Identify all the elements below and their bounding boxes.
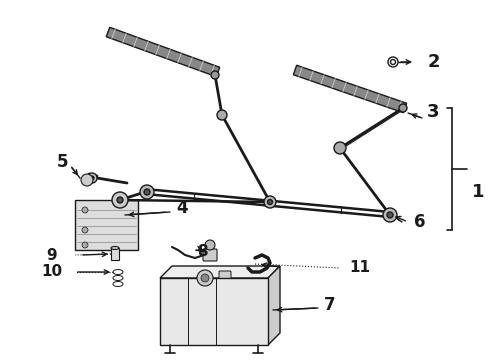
- Circle shape: [217, 110, 227, 120]
- Bar: [75, 200, 138, 250]
- Circle shape: [87, 173, 97, 183]
- Text: 8: 8: [196, 244, 207, 260]
- Text: 6: 6: [414, 213, 426, 231]
- Text: 3: 3: [427, 103, 439, 121]
- Circle shape: [201, 274, 209, 282]
- FancyBboxPatch shape: [111, 248, 119, 260]
- Ellipse shape: [111, 247, 119, 249]
- Circle shape: [81, 174, 93, 186]
- Circle shape: [387, 212, 393, 218]
- Polygon shape: [106, 27, 220, 77]
- Circle shape: [90, 176, 94, 180]
- Polygon shape: [160, 266, 280, 278]
- Text: 5: 5: [56, 153, 68, 171]
- Text: 9: 9: [47, 248, 57, 262]
- Circle shape: [82, 227, 88, 233]
- Text: 7: 7: [324, 296, 336, 314]
- Circle shape: [140, 185, 154, 199]
- Circle shape: [82, 242, 88, 248]
- Circle shape: [391, 59, 395, 64]
- Circle shape: [211, 71, 219, 79]
- Text: 1: 1: [472, 183, 484, 201]
- Circle shape: [268, 199, 272, 204]
- Circle shape: [334, 142, 346, 154]
- FancyBboxPatch shape: [203, 249, 217, 261]
- Circle shape: [112, 192, 128, 208]
- Circle shape: [197, 270, 213, 286]
- Text: 10: 10: [42, 265, 63, 279]
- Circle shape: [383, 208, 397, 222]
- Polygon shape: [294, 65, 407, 113]
- Circle shape: [82, 207, 88, 213]
- Text: 2: 2: [428, 53, 440, 71]
- Circle shape: [264, 196, 276, 208]
- Circle shape: [399, 104, 407, 112]
- FancyBboxPatch shape: [219, 271, 231, 287]
- Polygon shape: [268, 266, 280, 345]
- Text: 11: 11: [349, 261, 370, 275]
- Circle shape: [205, 240, 215, 250]
- Circle shape: [117, 197, 123, 203]
- Text: 4: 4: [176, 199, 188, 217]
- Bar: [160, 278, 268, 345]
- Circle shape: [144, 189, 150, 195]
